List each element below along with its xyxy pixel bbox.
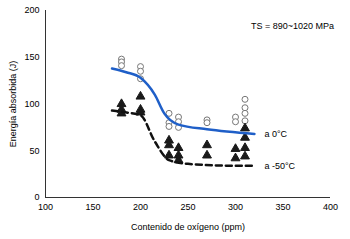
svg-text:300: 300 xyxy=(228,202,243,212)
svg-text:0: 0 xyxy=(34,192,39,202)
svg-text:a -50°C: a -50°C xyxy=(265,161,296,171)
svg-text:200: 200 xyxy=(24,5,39,15)
svg-text:100: 100 xyxy=(24,99,39,109)
svg-text:350: 350 xyxy=(275,202,290,212)
svg-text:400: 400 xyxy=(323,202,338,212)
svg-text:a 0°C: a 0°C xyxy=(265,129,288,139)
svg-text:150: 150 xyxy=(24,52,39,62)
svg-text:250: 250 xyxy=(180,202,195,212)
svg-text:50: 50 xyxy=(29,146,39,156)
svg-text:TS = 890~1020 MPa: TS = 890~1020 MPa xyxy=(251,21,334,31)
svg-text:200: 200 xyxy=(133,202,148,212)
svg-text:100: 100 xyxy=(38,202,53,212)
svg-text:Energía absorbida (J): Energía absorbida (J) xyxy=(8,61,18,148)
svg-text:Contenido de oxígeno (ppm): Contenido de oxígeno (ppm) xyxy=(131,222,245,232)
svg-text:150: 150 xyxy=(85,202,100,212)
